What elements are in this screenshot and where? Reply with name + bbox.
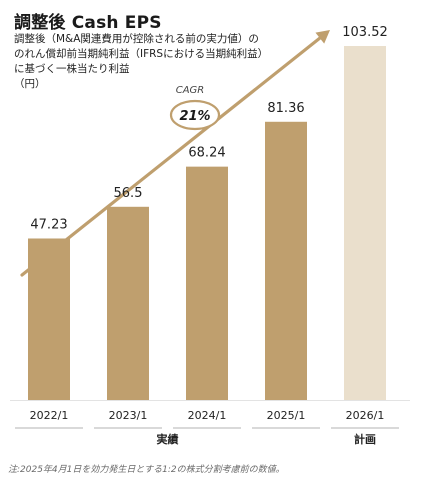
chart-subtitle: 調整後（M&A関連費用が控除される前の実力値）の のれん償却前当期純利益（IFR… <box>14 32 344 92</box>
x-tick-label: 2023/1 <box>109 409 148 422</box>
subtitle-line: 調整後（M&A関連費用が控除される前の実力値）の <box>14 33 259 45</box>
subtitle-line: （円） <box>14 78 46 90</box>
bar-2026-1 <box>344 46 386 400</box>
bar-2023-1 <box>107 206 149 400</box>
cagr-arrow-head <box>315 30 330 44</box>
bar-2022-1 <box>28 238 70 400</box>
data-label: 81.36 <box>267 101 304 116</box>
group-label-actual: 実績 <box>157 432 179 446</box>
chart-title: 調整後 Cash EPS <box>14 13 162 33</box>
data-label: 56.5 <box>114 186 143 201</box>
data-label: 47.23 <box>30 217 67 232</box>
data-label: 68.24 <box>188 146 225 161</box>
bar-2025-1 <box>265 121 307 400</box>
x-tick-label: 2025/1 <box>267 409 306 422</box>
bar-2024-1 <box>186 166 228 400</box>
x-tick-label: 2026/1 <box>346 409 385 422</box>
subtitle-line: のれん償却前当期純利益（IFRSにおける当期純利益） <box>14 48 269 60</box>
subtitle-line: に基づく一株当たり利益 <box>14 63 130 75</box>
cagr-badge <box>169 99 221 131</box>
cagr-trend-arrow <box>20 34 324 277</box>
group-label-plan: 計画 <box>354 432 376 446</box>
x-tick-label: 2022/1 <box>30 409 69 422</box>
cagr-label: CAGR <box>176 85 205 96</box>
footnote: 注:2025年4月1日を効力発生日とする1:2の株式分割考慮前の数値。 <box>8 465 285 475</box>
x-tick-label: 2024/1 <box>188 409 227 422</box>
data-label: 103.52 <box>342 25 388 40</box>
cagr-value: 21% <box>179 109 210 124</box>
